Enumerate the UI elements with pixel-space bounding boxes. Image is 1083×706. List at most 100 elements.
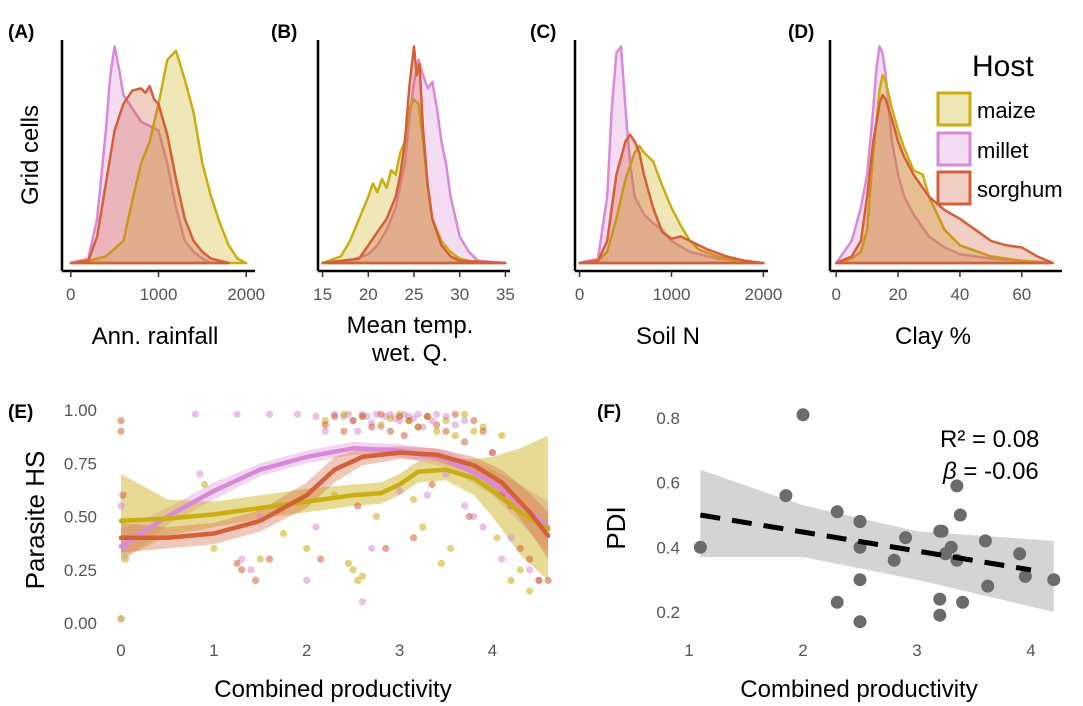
x-axis-label-d: Clay %	[895, 323, 971, 350]
data-point-millet	[423, 491, 431, 499]
data-point-sorghum	[117, 417, 125, 425]
x-tick-label: 20	[889, 285, 908, 304]
y-tick-label: 0.6	[656, 474, 680, 493]
density-millet	[321, 58, 507, 265]
data-point	[935, 524, 949, 538]
data-point-millet	[507, 534, 515, 542]
data-point-millet	[358, 598, 366, 606]
data-point-maize	[340, 410, 348, 418]
annotation-beta-symbol: β	[942, 458, 957, 485]
panel-label-f: (F)	[597, 402, 621, 423]
confidence-band	[700, 469, 1054, 612]
data-point	[1018, 569, 1032, 583]
density-maize	[69, 49, 248, 265]
panel-label-e: (E)	[8, 402, 33, 423]
data-point-maize	[526, 587, 534, 595]
data-point-millet	[451, 421, 459, 429]
annotation-r2: R² = 0.08	[940, 426, 1039, 453]
data-point	[956, 595, 970, 609]
data-point-sorghum	[400, 432, 408, 440]
data-point-sorghum	[117, 427, 125, 435]
y-tick-label: 0.50	[64, 508, 97, 527]
panel-f-scatter: 0.2 0.4 0.6 0.8 1 2 3 4	[656, 408, 1061, 660]
data-point-sorghum	[382, 544, 390, 553]
panel-label-b: (B)	[271, 22, 297, 43]
data-point-maize	[419, 523, 427, 531]
data-point-millet	[461, 502, 469, 510]
data-point-sorghum	[451, 410, 459, 418]
data-point-millet	[233, 410, 241, 418]
data-point-millet	[303, 576, 311, 585]
data-point-sorghum	[377, 410, 385, 418]
data-point-millet	[247, 566, 255, 574]
data-point-maize	[201, 480, 209, 489]
x-tick-label: 0	[116, 641, 125, 660]
x-tick-label: 2	[798, 641, 807, 660]
data-point	[693, 540, 707, 554]
regression-line	[699, 512, 1032, 573]
ci-ribbon-millet	[121, 442, 549, 564]
data-point-maize	[516, 566, 524, 574]
y-axis-label-parasite-hs: Parasite HS	[20, 451, 50, 590]
data-point-millet	[354, 427, 362, 435]
data-point-sorghum	[405, 417, 413, 425]
data-point	[950, 479, 964, 493]
fit-line-sorghum	[118, 450, 551, 541]
density-millet	[69, 45, 230, 265]
data-point-maize	[303, 544, 311, 553]
density-sorghum	[834, 93, 1054, 265]
data-point	[853, 615, 867, 629]
x-tick-label: 40	[950, 285, 969, 304]
data-point-maize	[354, 576, 362, 585]
data-point-millet	[117, 502, 125, 510]
data-point-sorghum	[358, 412, 366, 420]
fit-line-millet	[118, 446, 551, 549]
data-point-sorghum	[396, 412, 404, 420]
x-tick-label: 4	[1026, 641, 1035, 660]
panel-d-density: 0 20 40 60	[828, 40, 1062, 304]
data-point-sorghum	[409, 534, 418, 542]
x-tick-label: 3	[395, 641, 404, 660]
x-tick-label: 30	[450, 285, 469, 304]
data-point-maize	[210, 544, 218, 553]
data-point	[853, 573, 867, 587]
legend-title: Host	[972, 50, 1034, 83]
density-sorghum	[578, 133, 765, 265]
data-point	[853, 515, 867, 528]
data-point-sorghum	[317, 555, 325, 563]
y-axis-label-pdi: PDI	[601, 506, 631, 549]
x-axis-label-f: Combined productivity	[740, 676, 977, 703]
data-point	[887, 553, 901, 567]
data-point-millet	[479, 523, 487, 531]
data-point-maize	[461, 410, 469, 418]
data-point-maize	[493, 534, 501, 542]
data-point-millet	[368, 544, 376, 553]
x-axis-label-b-line1: Mean temp.	[347, 312, 474, 339]
density-sorghum	[321, 45, 507, 265]
data-point-sorghum	[488, 449, 496, 457]
y-axis-label-grid-cells: Grid cells	[17, 105, 44, 205]
data-point-maize	[433, 427, 441, 435]
data-point-millet	[526, 566, 534, 574]
density-millet	[578, 45, 765, 265]
x-tick-label: 1	[209, 641, 218, 660]
x-tick-label: 60	[1012, 285, 1031, 304]
data-point	[796, 408, 810, 422]
legend: Host maize millet sorghum	[936, 50, 1063, 206]
legend-label-maize: maize	[977, 98, 1036, 123]
y-tick-label: 0.4	[656, 538, 680, 557]
data-point-maize	[349, 566, 357, 574]
data-point-sorghum	[535, 576, 543, 585]
data-point	[953, 508, 967, 522]
data-point-millet	[191, 410, 199, 418]
data-point-maize	[372, 512, 380, 521]
density-maize	[834, 73, 1054, 265]
density-millet	[834, 45, 1054, 265]
data-point-sorghum	[252, 576, 260, 585]
data-point-millet	[321, 427, 329, 435]
data-point-sorghum	[544, 576, 552, 585]
data-point	[981, 579, 995, 593]
data-point-sorghum	[516, 544, 524, 553]
density-maize	[578, 144, 765, 265]
data-point-maize	[117, 615, 125, 623]
